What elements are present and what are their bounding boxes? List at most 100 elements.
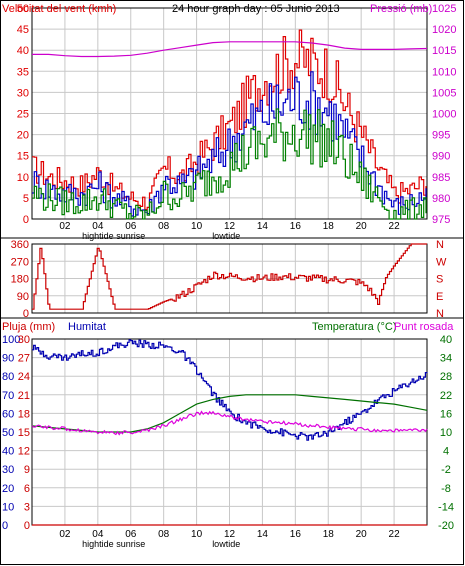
hour-tick-label: 16 bbox=[290, 529, 302, 540]
compass-letter: N bbox=[436, 239, 444, 251]
temperature-line bbox=[31, 394, 428, 433]
temperature-title: Temperatura (°C) bbox=[312, 321, 396, 333]
wind-tick-label: 5 bbox=[23, 193, 29, 205]
humidity-tick-label: 20 bbox=[2, 483, 14, 495]
direction-series bbox=[32, 243, 427, 310]
pressure-tick-label: 975 bbox=[432, 214, 450, 226]
direction-tick-label: 0 bbox=[23, 308, 29, 320]
hour-tick-label: 10 bbox=[191, 221, 203, 232]
temperature-tick-label: -8 bbox=[441, 483, 451, 495]
hour-tick-label: 14 bbox=[257, 221, 269, 232]
rain-tick-label: 9 bbox=[24, 464, 30, 476]
temp-humidity-series bbox=[31, 339, 428, 526]
rain-tick-label: 15 bbox=[18, 427, 30, 439]
humidity-tick-label: 0 bbox=[2, 520, 8, 532]
pressure-tick-label: 980 bbox=[432, 193, 450, 205]
wind-tick-label: 30 bbox=[17, 87, 29, 99]
temperature-tick-label: 4 bbox=[443, 446, 449, 458]
direction-tick-label: 180 bbox=[11, 274, 29, 286]
lowtide-label: lowtide bbox=[212, 231, 240, 241]
hour-tick-label: 18 bbox=[323, 221, 335, 232]
hour-tick-label: 20 bbox=[356, 529, 368, 540]
wind-tick-label: 15 bbox=[17, 151, 29, 163]
sunrise-label: sunrise bbox=[116, 539, 145, 549]
humidity-tick-label: 10 bbox=[2, 501, 14, 513]
humidity-tick-label: 100 bbox=[2, 334, 20, 346]
hour-tick-label: 12 bbox=[224, 221, 236, 232]
pressure-tick-label: 990 bbox=[432, 151, 450, 163]
humidity-tick-label: 60 bbox=[2, 408, 14, 420]
rain-tick-label: 18 bbox=[18, 408, 30, 420]
wind-tick-label: 0 bbox=[23, 214, 29, 226]
humidity-tick-label: 50 bbox=[2, 427, 14, 439]
hour-tick-label: 08 bbox=[158, 221, 170, 232]
rain-tick-label: 24 bbox=[18, 371, 30, 383]
hour-tick-label: 14 bbox=[257, 529, 269, 540]
rain-humidity-axis: 0 10 20 30 40 50 60 70 80 90 100 0 3 6 9 12 15 18 21 24 27 30 bbox=[2, 334, 30, 532]
hour-tick-label: 10 bbox=[191, 529, 203, 540]
pressure-tick-label: 1010 bbox=[432, 66, 456, 78]
temperature-axis: -20 -14 -8 -2 4 10 16 22 28 34 40 bbox=[438, 334, 454, 532]
wind-tick-label: 50 bbox=[17, 3, 29, 15]
wind-tick-label: 10 bbox=[17, 172, 29, 184]
humidity-title: Humitat bbox=[68, 321, 106, 333]
top-time-axis: 02 04 06 08 10 12 14 16 18 20 22 hightide sunrise low… bbox=[59, 221, 400, 241]
humidity-tick-label: 70 bbox=[2, 390, 14, 402]
hour-tick-label: 22 bbox=[389, 529, 401, 540]
rain-tick-label: 21 bbox=[18, 390, 30, 402]
hour-tick-label: 12 bbox=[224, 529, 236, 540]
pressure-tick-label: 1000 bbox=[432, 109, 456, 121]
pressure-line bbox=[32, 41, 428, 58]
hightide-label: hightide bbox=[82, 539, 114, 549]
humidity-tick-label: 90 bbox=[2, 353, 14, 365]
hour-tick-label: 16 bbox=[290, 221, 302, 232]
direction-tick-label: 90 bbox=[17, 291, 29, 303]
direction-tick-label: 270 bbox=[11, 256, 29, 268]
humidity-tick-label: 30 bbox=[2, 464, 14, 476]
temperature-tick-label: 16 bbox=[440, 408, 452, 420]
compass-letter: E bbox=[436, 291, 443, 303]
hour-tick-label: 22 bbox=[389, 221, 401, 232]
hour-tick-label: 20 bbox=[356, 221, 368, 232]
compass-letter: S bbox=[436, 274, 443, 286]
dewpoint-title: Punt rosada bbox=[394, 321, 454, 333]
temperature-tick-label: -20 bbox=[438, 520, 454, 532]
rain-tick-label: 6 bbox=[24, 483, 30, 495]
pressure-tick-label: 1020 bbox=[432, 24, 456, 36]
wind-tick-label: 25 bbox=[17, 109, 29, 121]
rain-tick-label: 30 bbox=[18, 334, 30, 346]
pressure-axis: 975 980 985 990 995 1000 1005 1010 1015 1020 1025 bbox=[432, 3, 456, 226]
temperature-tick-label: 28 bbox=[440, 371, 452, 383]
wind-tick-label: 20 bbox=[17, 130, 29, 142]
hour-tick-label: 02 bbox=[59, 221, 71, 232]
lowtide-label: lowtide bbox=[212, 539, 240, 549]
hightide-label: hightide bbox=[82, 231, 114, 241]
hour-tick-label: 06 bbox=[125, 221, 137, 232]
hour-tick-label: 06 bbox=[125, 529, 137, 540]
pressure-tick-label: 1025 bbox=[432, 3, 456, 15]
hour-tick-label: 02 bbox=[59, 529, 71, 540]
hour-tick-label: 04 bbox=[92, 221, 104, 232]
pressure-tick-label: 995 bbox=[432, 130, 450, 142]
dewpoint-line bbox=[31, 410, 428, 436]
wind-tick-label: 45 bbox=[17, 24, 29, 36]
compass-letter: N bbox=[436, 308, 444, 320]
wind-speed-title: Velocitat del vent (kmh) bbox=[2, 3, 116, 15]
temperature-tick-label: 22 bbox=[440, 390, 452, 402]
bottom-time-axis: 02 04 06 08 10 12 14 16 18 20 22 hightide sunrise low… bbox=[59, 529, 400, 549]
direction-tick-label: 360 bbox=[11, 239, 29, 251]
temperature-tick-label: 34 bbox=[440, 353, 452, 365]
wind-direction-line bbox=[32, 243, 427, 310]
wind-tick-label: 35 bbox=[17, 66, 29, 78]
hour-tick-label: 08 bbox=[158, 529, 170, 540]
pressure-tick-label: 1005 bbox=[432, 87, 456, 99]
rain-tick-label: 12 bbox=[18, 446, 30, 458]
graph-date-title: 24 hour graph day : 05 Junio 2013 bbox=[172, 3, 340, 15]
temperature-tick-label: 10 bbox=[440, 427, 452, 439]
hour-tick-label: 18 bbox=[323, 529, 335, 540]
pressure-tick-label: 1015 bbox=[432, 45, 456, 57]
